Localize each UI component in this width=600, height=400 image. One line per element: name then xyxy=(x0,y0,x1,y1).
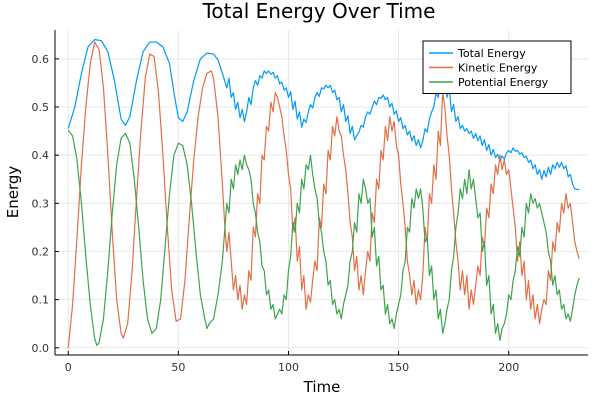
x-tick-label: 100 xyxy=(278,361,299,374)
series-line-potential-energy xyxy=(67,129,580,346)
series-line-kinetic-energy xyxy=(67,41,580,348)
chart-title: Total Energy Over Time xyxy=(202,0,436,23)
series-line-total-energy xyxy=(67,39,580,191)
grid xyxy=(55,30,588,355)
x-tick-label: 0 xyxy=(65,361,72,374)
y-tick-label: 0.2 xyxy=(32,245,50,258)
x-tick-label: 50 xyxy=(171,361,185,374)
y-axis-label: Energy xyxy=(4,166,22,219)
legend-entry: Kinetic Energy xyxy=(458,62,538,75)
y-tick-label: 0.0 xyxy=(32,342,50,355)
y-tick-label: 0.1 xyxy=(32,294,50,307)
x-axis-label: Time xyxy=(303,378,341,396)
axes xyxy=(54,30,588,356)
tick-labels: 0 50 100 150 200 0.0 0.1 0.2 0.3 0.4 0.5 0.6 xyxy=(32,53,520,374)
y-tick-label: 0.3 xyxy=(32,197,50,210)
y-tick-label: 0.4 xyxy=(32,149,50,162)
legend-entry: Total Energy xyxy=(457,47,526,60)
y-tick-label: 0.5 xyxy=(32,101,50,114)
y-tick-label: 0.6 xyxy=(32,53,50,66)
series-lines xyxy=(67,39,580,348)
x-tick-label: 150 xyxy=(388,361,409,374)
legend-entry: Potential Energy xyxy=(458,76,549,89)
x-tick-label: 200 xyxy=(498,361,519,374)
